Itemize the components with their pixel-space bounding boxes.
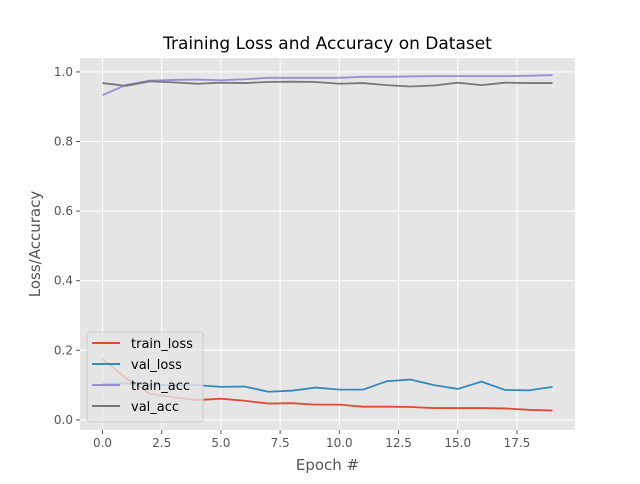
x-tick-label: 0.0 bbox=[93, 436, 112, 450]
legend-box bbox=[86, 331, 204, 423]
x-tick-label: 17.5 bbox=[504, 436, 531, 450]
series-line-train-acc bbox=[102, 74, 553, 97]
x-tick-label: 10.0 bbox=[326, 436, 353, 450]
x-tick-label: 5.0 bbox=[211, 436, 230, 450]
legend-label: val_loss bbox=[131, 358, 182, 373]
y-tick-label: 0.4 bbox=[54, 274, 73, 288]
x-axis-label: Epoch # bbox=[296, 456, 359, 474]
legend-label: train_loss bbox=[131, 337, 193, 352]
legend-label: train_acc bbox=[131, 379, 190, 394]
y-axis-label: Loss/Accuracy bbox=[26, 191, 44, 298]
y-tick-label: 0.8 bbox=[54, 135, 73, 149]
y-tick-label: 0.0 bbox=[54, 413, 73, 427]
x-tick-label: 2.5 bbox=[152, 436, 171, 450]
x-tick-label: 7.5 bbox=[271, 436, 290, 450]
legend: train_loss val_loss train_acc val_acc bbox=[86, 331, 204, 423]
y-tick-label: 1.0 bbox=[54, 65, 73, 79]
legend-label: val_acc bbox=[131, 400, 179, 415]
x-tick-label: 15.0 bbox=[444, 436, 471, 450]
y-tick-label: 0.6 bbox=[54, 204, 73, 218]
y-tick-label: 0.2 bbox=[54, 343, 73, 357]
x-tick-label: 12.5 bbox=[385, 436, 412, 450]
series-line-val-acc bbox=[102, 80, 553, 88]
chart-title: Training Loss and Accuracy on Dataset bbox=[162, 34, 492, 54]
